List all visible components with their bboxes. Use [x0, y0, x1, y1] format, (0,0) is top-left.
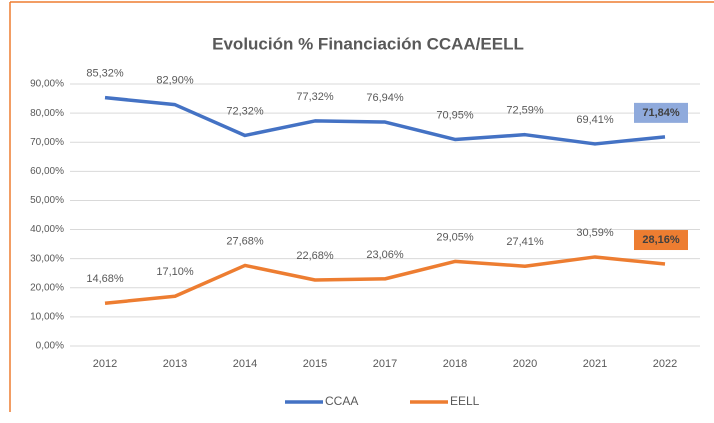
x-tick-label: 2020 — [513, 358, 537, 370]
data-label: 71,84% — [642, 107, 680, 119]
data-label: 72,59% — [506, 105, 544, 117]
x-tick-label: 2014 — [233, 358, 257, 370]
data-label: 77,32% — [296, 91, 334, 103]
data-label: 72,32% — [226, 105, 264, 117]
y-tick-label: 60,00% — [30, 166, 64, 177]
y-tick-label: 70,00% — [30, 137, 64, 148]
legend-label: CCAA — [325, 394, 358, 408]
x-tick-label: 2013 — [163, 358, 187, 370]
y-tick-label: 40,00% — [30, 224, 64, 235]
label-highlight — [634, 102, 688, 123]
data-label: 14,68% — [86, 273, 124, 285]
y-tick-label: 80,00% — [30, 108, 64, 119]
y-tick-label: 10,00% — [30, 312, 64, 323]
data-label: 69,41% — [576, 114, 614, 126]
x-tick-label: 2022 — [653, 358, 677, 370]
y-tick-label: 90,00% — [30, 79, 64, 90]
series-line — [104, 95, 666, 146]
data-label: 28,16% — [642, 234, 680, 246]
data-label: 85,32% — [86, 68, 124, 80]
data-label: 17,10% — [156, 266, 194, 278]
x-tick-label: 2021 — [583, 358, 607, 370]
x-tick-label: 2015 — [303, 358, 327, 370]
y-tick-label: 0,00% — [36, 341, 64, 352]
series-line — [104, 255, 666, 306]
data-label: 27,41% — [506, 236, 544, 248]
label-highlight — [634, 230, 688, 251]
x-tick-label: 2012 — [93, 358, 117, 370]
data-label: 82,90% — [156, 75, 194, 87]
x-tick-label: 2018 — [443, 358, 467, 370]
data-label: 30,59% — [576, 227, 614, 239]
x-tick-label: 2017 — [373, 358, 397, 370]
chart-title: Evolución % Financiación CCAA/EELL — [212, 34, 524, 53]
y-tick-label: 30,00% — [30, 253, 64, 264]
data-label: 22,68% — [296, 250, 334, 262]
legend-label: EELL — [450, 394, 480, 408]
data-label: 70,95% — [436, 109, 474, 121]
y-tick-label: 50,00% — [30, 195, 64, 206]
y-tick-label: 20,00% — [30, 282, 64, 293]
data-label: 29,05% — [436, 231, 474, 243]
data-label: 27,68% — [226, 235, 264, 247]
data-label: 76,94% — [366, 92, 404, 104]
data-label: 23,06% — [366, 249, 404, 261]
